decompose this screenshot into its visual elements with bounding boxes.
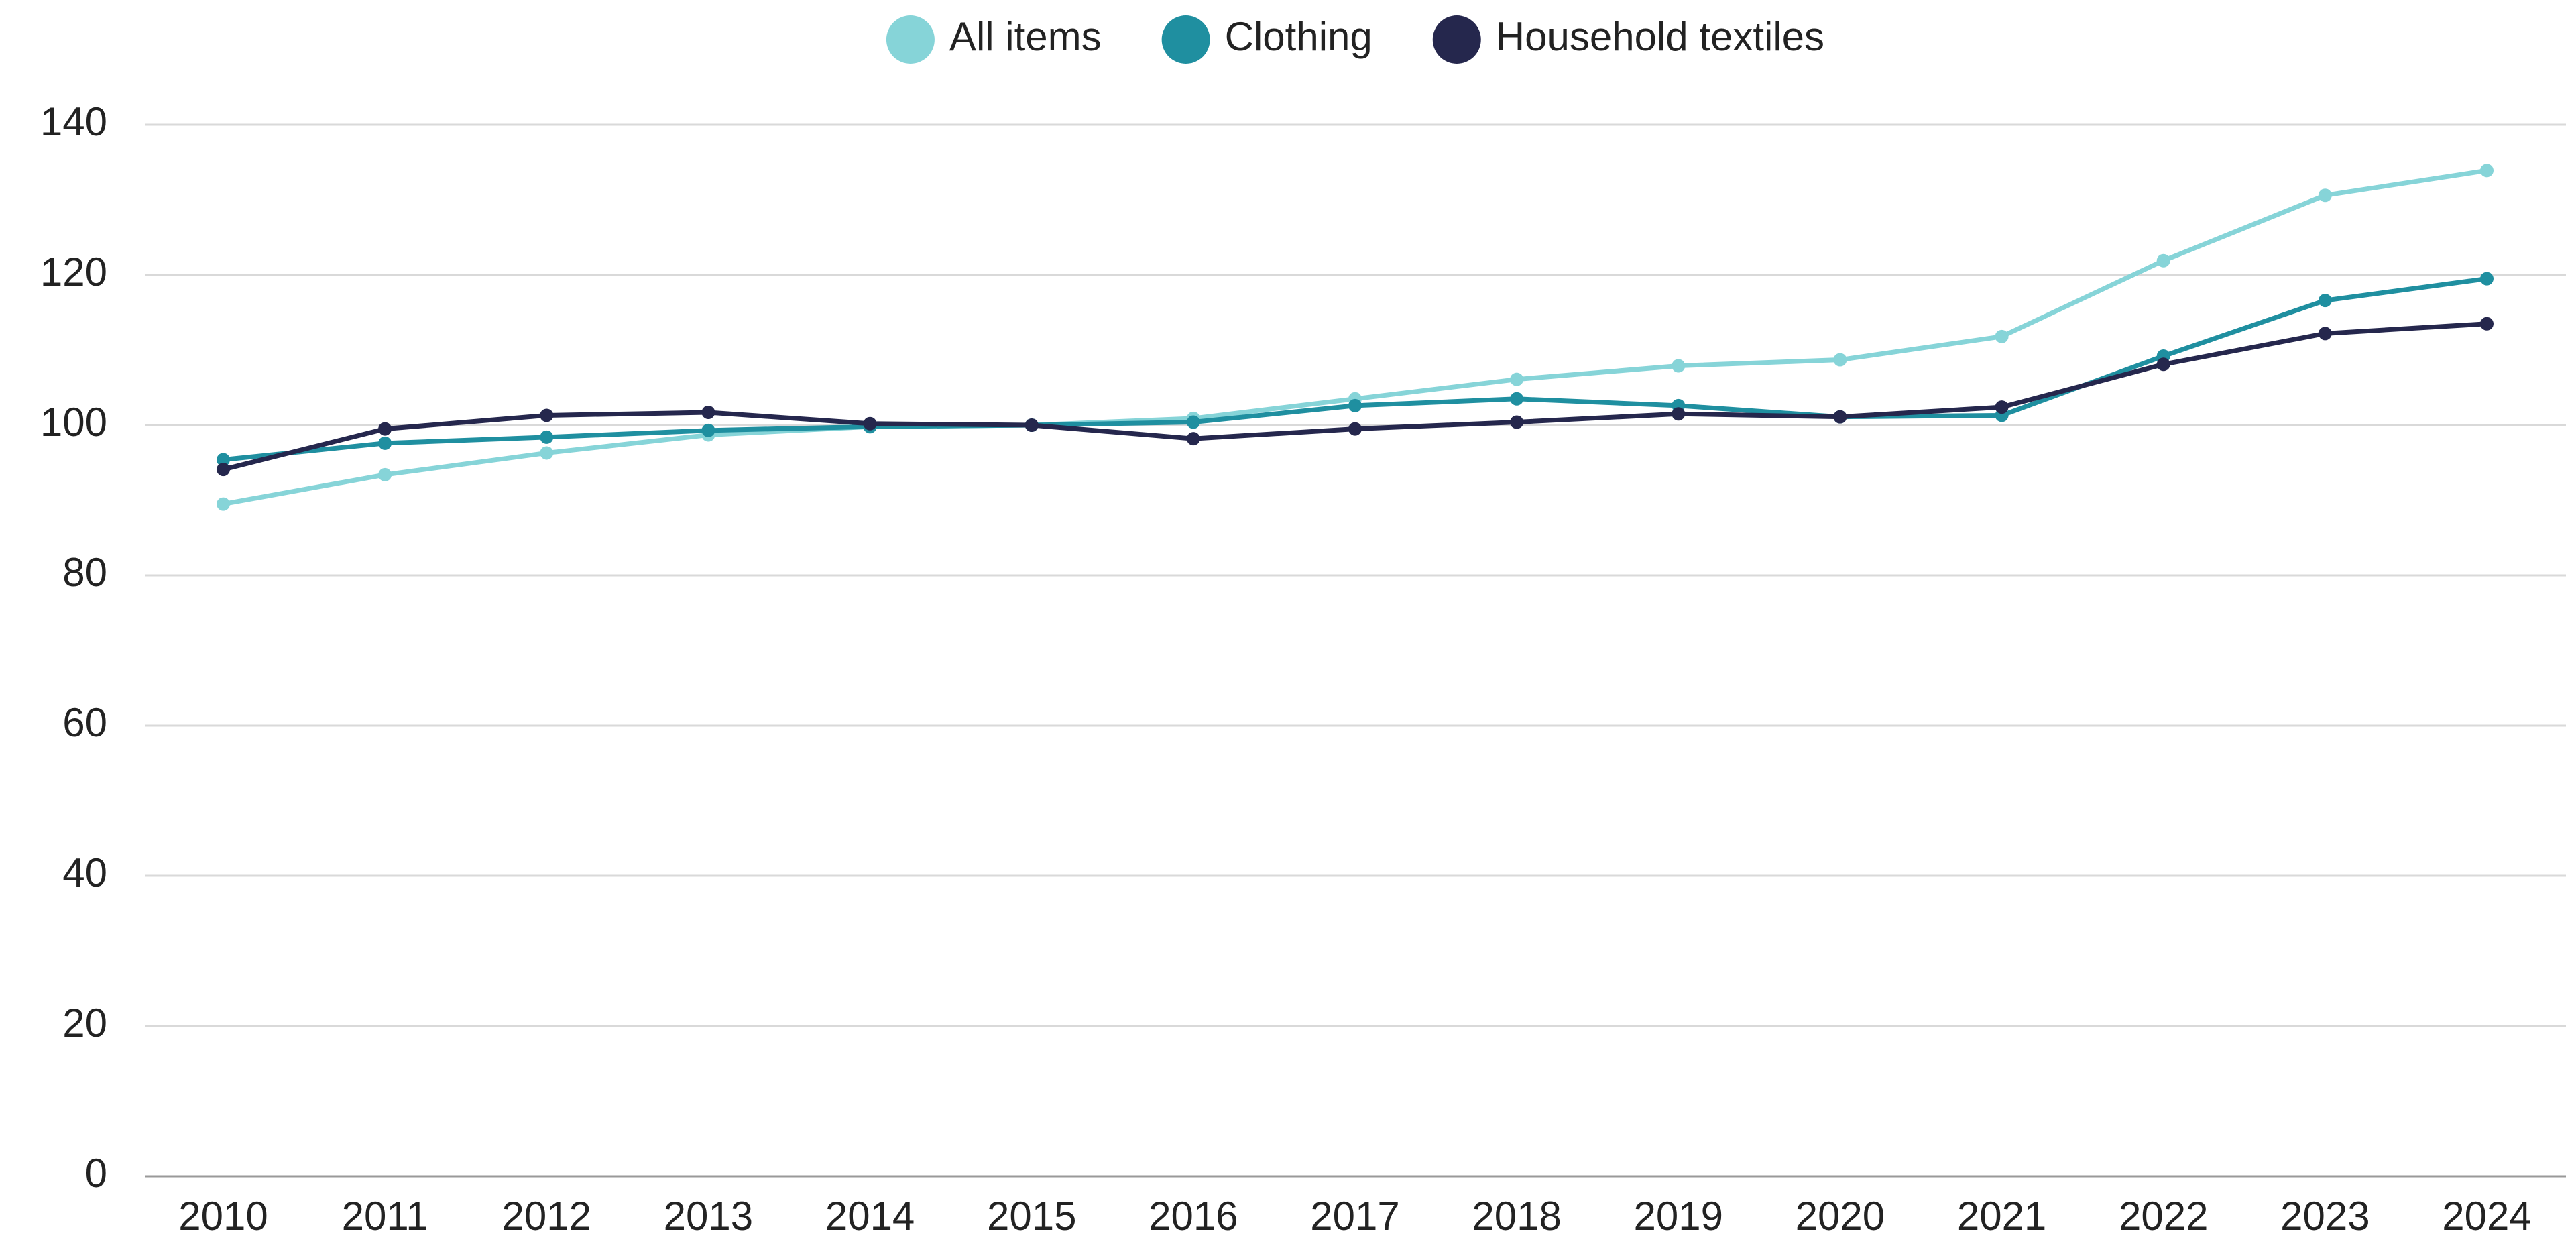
y-tick-label: 60 — [62, 700, 107, 745]
data-point — [2318, 294, 2332, 308]
data-point — [378, 467, 392, 481]
data-point — [1995, 329, 2009, 343]
data-point — [217, 463, 230, 477]
data-point — [217, 497, 230, 511]
x-tick-label: 2014 — [825, 1194, 915, 1239]
legend-label: All items — [949, 14, 1102, 59]
legend-marker — [1161, 15, 1210, 64]
x-tick-label: 2017 — [1310, 1194, 1399, 1239]
data-point — [701, 423, 715, 437]
x-tick-label: 2016 — [1149, 1194, 1238, 1239]
y-tick-label: 0 — [85, 1151, 107, 1196]
data-point — [1672, 359, 1686, 373]
x-tick-label: 2015 — [987, 1194, 1076, 1239]
legend-marker — [1432, 15, 1481, 64]
data-point — [2318, 327, 2332, 341]
data-point — [863, 416, 877, 431]
y-tick-label: 20 — [62, 1001, 107, 1045]
series-line — [223, 168, 2487, 507]
x-tick-label: 2023 — [2280, 1194, 2369, 1239]
data-point — [378, 436, 392, 450]
data-point — [540, 446, 554, 460]
x-tick-label: 2022 — [2119, 1194, 2208, 1239]
y-tick-label: 140 — [40, 99, 107, 144]
x-tick-label: 2024 — [2442, 1194, 2531, 1239]
data-point — [1186, 415, 1200, 429]
data-point — [2318, 188, 2332, 203]
legend-label: Household textiles — [1496, 14, 1824, 59]
y-tick-label: 80 — [62, 550, 107, 595]
x-tick-label: 2021 — [1957, 1194, 2046, 1239]
y-tick-label: 100 — [40, 400, 107, 445]
data-point — [1348, 422, 1362, 436]
data-point — [1024, 418, 1039, 432]
data-point — [540, 408, 554, 422]
data-point — [1510, 372, 1524, 386]
x-tick-label: 2020 — [1796, 1194, 1885, 1239]
data-point — [2156, 253, 2170, 268]
legend-label: Clothing — [1225, 14, 1372, 59]
legend-marker — [886, 15, 935, 64]
data-point — [1672, 407, 1686, 421]
data-point — [2156, 357, 2170, 372]
data-point — [2480, 317, 2494, 331]
x-tick-label: 2012 — [502, 1194, 591, 1239]
data-point — [2480, 164, 2494, 178]
data-point — [1510, 392, 1524, 406]
y-tick-label: 120 — [40, 249, 107, 294]
y-tick-label: 40 — [62, 850, 107, 895]
x-tick-label: 2010 — [178, 1194, 268, 1239]
data-point — [1348, 398, 1362, 412]
data-point — [378, 422, 392, 436]
data-point — [1186, 432, 1200, 446]
data-point — [2480, 272, 2494, 286]
x-tick-label: 2019 — [1634, 1194, 1723, 1239]
data-point — [217, 453, 230, 467]
x-tick-label: 2013 — [664, 1194, 753, 1239]
data-point — [701, 405, 715, 419]
x-tick-label: 2011 — [342, 1194, 428, 1239]
x-tick-label: 2018 — [1472, 1194, 1561, 1239]
data-point — [1833, 353, 1847, 367]
data-point — [1995, 400, 2009, 414]
data-point — [1510, 415, 1524, 429]
data-point — [1833, 410, 1847, 424]
data-point — [540, 430, 554, 444]
